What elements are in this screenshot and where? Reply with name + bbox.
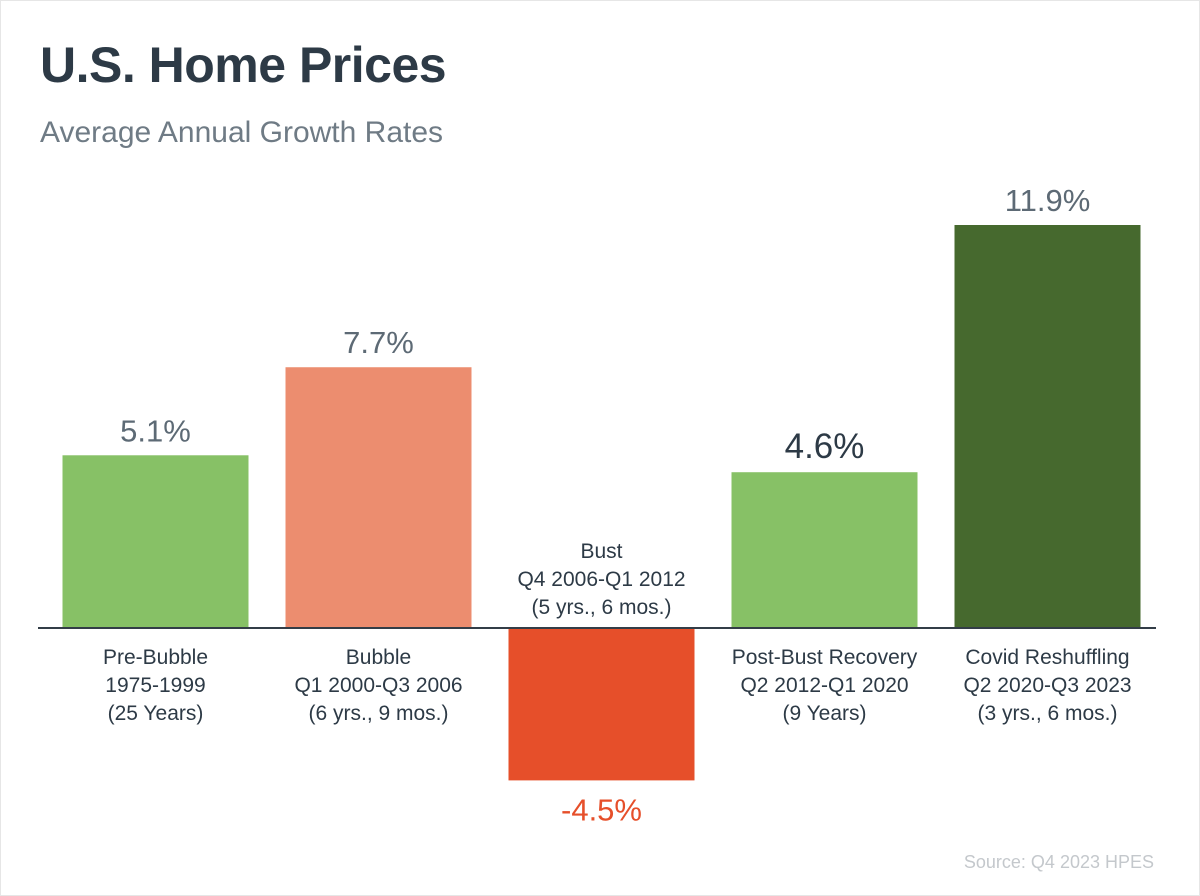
category-label-5-line-3: (3 yrs., 6 mos.) [977, 702, 1117, 725]
bar-1 [62, 455, 249, 628]
bar-2 [285, 367, 472, 628]
category-label-1-line-3: (25 Years) [108, 702, 204, 725]
chart-subtitle: Average Annual Growth Rates [40, 116, 444, 149]
category-label-3-line-3: (5 yrs., 6 mos.) [531, 596, 671, 619]
bar-3 [508, 628, 695, 781]
category-label-1-line-1: Pre-Bubble [103, 646, 208, 669]
category-label-5-line-1: Covid Reshuffling [965, 646, 1129, 669]
category-label-3-line-2: Q4 2006-Q1 2012 [517, 568, 685, 591]
category-label-4-line-1: Post-Bust Recovery [732, 646, 918, 669]
value-label-2: 7.7% [343, 325, 414, 360]
category-label-2-line-1: Bubble [346, 646, 411, 669]
bar-5 [954, 225, 1141, 628]
category-label-5-line-2: Q2 2020-Q3 2023 [963, 674, 1131, 697]
chart-title: U.S. Home Prices [40, 37, 447, 93]
bar-4 [731, 472, 918, 628]
value-label-1: 5.1% [120, 413, 191, 448]
category-label-1-line-2: 1975-1999 [105, 674, 205, 697]
category-label-2-line-3: (6 yrs., 9 mos.) [308, 702, 448, 725]
category-label-4-line-3: (9 Years) [782, 702, 866, 725]
value-label-3: -4.5% [561, 792, 642, 827]
value-label-4: 4.6% [785, 427, 865, 466]
category-label-2-line-2: Q1 2000-Q3 2006 [294, 674, 462, 697]
category-label-4-line-2: Q2 2012-Q1 2020 [740, 674, 908, 697]
category-label-3-line-1: Bust [580, 540, 622, 563]
source-note: Source: Q4 2023 HPES [963, 852, 1154, 872]
value-label-5: 11.9% [1005, 183, 1091, 218]
